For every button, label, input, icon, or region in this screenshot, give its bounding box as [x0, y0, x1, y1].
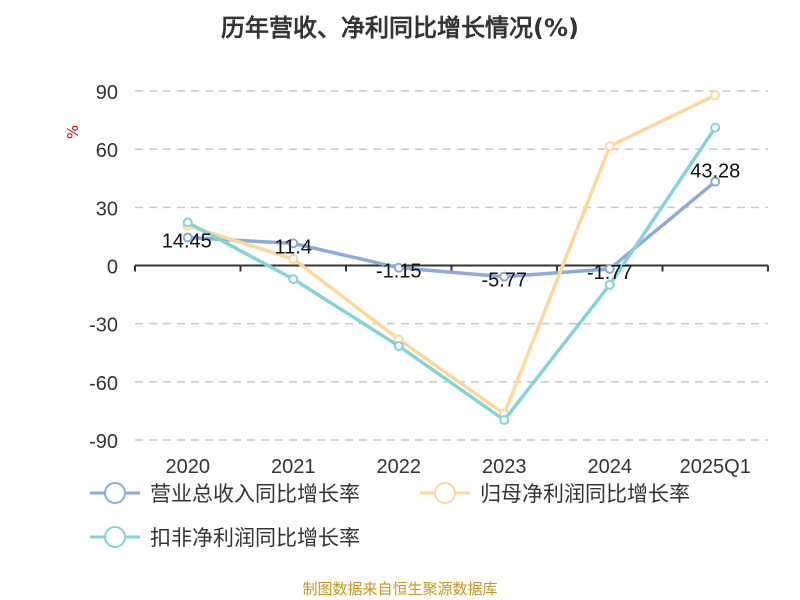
series-line-2	[187, 93, 717, 417]
data-point	[288, 238, 299, 249]
x-tick-label: 2020	[166, 456, 211, 478]
data-point	[710, 122, 721, 133]
series-line-3	[186, 126, 717, 423]
data-label: 43.28	[690, 161, 740, 183]
data-point	[604, 279, 615, 290]
data-point	[288, 253, 299, 264]
legend-marker-icon	[434, 482, 456, 504]
data-point	[393, 340, 404, 351]
x-tick-label: 2024	[588, 456, 633, 478]
data-label: -1.77	[587, 262, 633, 284]
data-point	[710, 90, 721, 101]
y-axis-label: %	[64, 125, 82, 139]
source-footer: 制图数据来自恒生聚源数据库	[302, 580, 498, 598]
data-point	[288, 274, 299, 285]
data-point	[710, 176, 721, 187]
y-tick-label: 0	[107, 257, 118, 279]
data-label: 11.4	[275, 236, 312, 258]
data-point	[604, 263, 615, 274]
y-tick-label: -90	[89, 431, 118, 453]
legend-label: 扣非净利润同比增长率	[150, 526, 360, 550]
y-tick-label: 90	[96, 82, 118, 104]
x-tick-label: 2025Q1	[680, 456, 751, 478]
y-tick-label: 30	[96, 198, 118, 220]
data-label: 14.45	[162, 230, 212, 252]
data-label: -1.15	[376, 261, 422, 283]
y-tick-label: -60	[89, 373, 118, 395]
x-tick-label: 2021	[271, 456, 316, 478]
legend-marker-icon	[104, 526, 126, 548]
data-point	[393, 262, 404, 273]
series-line-1	[187, 180, 717, 279]
data-point	[499, 271, 510, 282]
data-label: -5.77	[481, 270, 527, 292]
x-tick-label: 2022	[377, 456, 422, 478]
legend-label: 归母净利润同比增长率	[480, 482, 690, 506]
y-tick-label: 60	[96, 140, 118, 162]
legend-label: 营业总收入同比增长率	[150, 482, 360, 506]
data-point	[182, 232, 193, 243]
legend-marker-icon	[104, 482, 126, 504]
chart-title: 历年营收、净利同比增长情况(%)	[221, 14, 579, 42]
x-tick-label: 2023	[482, 456, 527, 478]
data-point	[604, 141, 615, 152]
data-point	[499, 415, 510, 426]
y-tick-label: -30	[89, 315, 118, 337]
data-point	[182, 217, 193, 228]
